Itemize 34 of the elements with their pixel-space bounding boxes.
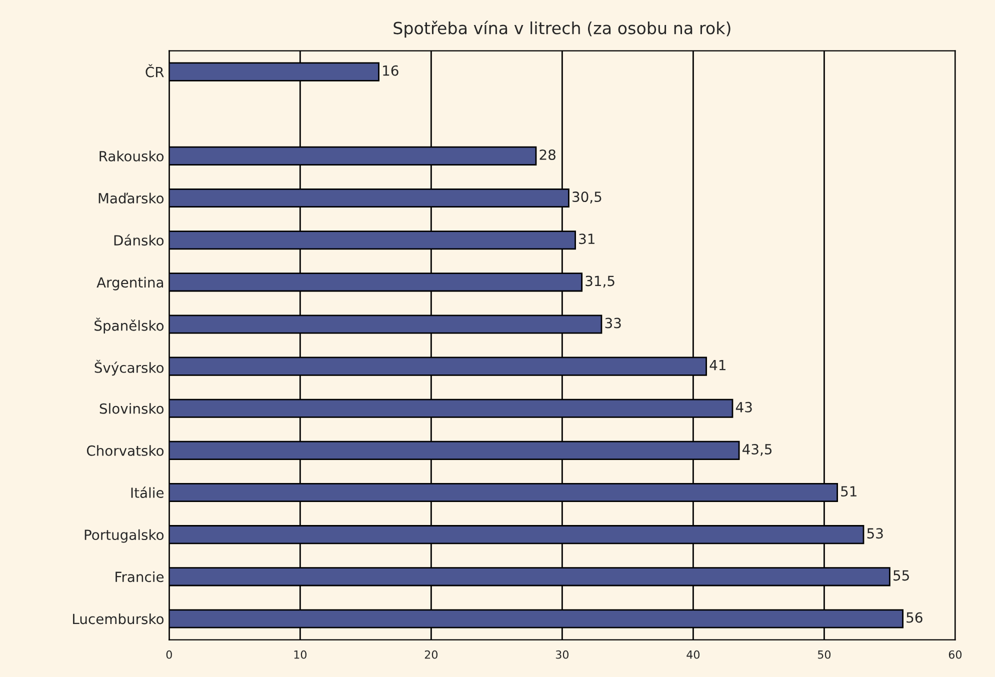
x-tick-label: 0 [166, 650, 172, 659]
data-label: 56 [906, 612, 922, 623]
data-label: 31 [579, 234, 594, 244]
y-tick-label: Argentina [96, 276, 164, 290]
y-tick-label: Švýcarsko [94, 360, 164, 376]
data-label: 43 [736, 402, 752, 412]
y-tick-label: ČR [146, 64, 164, 78]
y-tick-label: Chorvatsko [86, 445, 164, 456]
data-label: 55 [894, 570, 909, 581]
x-tick-label: 20 [424, 650, 438, 659]
y-tick-label: Maďarsko [98, 192, 164, 204]
data-label: 31,5 [586, 276, 614, 288]
y-tick-label: Rakousko [100, 150, 164, 162]
data-label: 30,5 [572, 192, 602, 204]
data-label: 53 [867, 528, 883, 539]
chart-title: Spotřeba vína v litrech (za osobu na rok) [394, 20, 730, 38]
y-tick-label: Španělsko [94, 318, 164, 334]
x-tick-label: 50 [818, 650, 831, 659]
x-tick-label: 10 [294, 650, 306, 659]
data-label: 33 [605, 318, 621, 328]
data-label: 51 [841, 486, 856, 497]
data-label: 16 [383, 65, 398, 76]
y-tick-label: Dánsko [114, 234, 164, 246]
data-label: 28 [540, 149, 556, 160]
data-label: 43,5 [742, 444, 772, 456]
x-tick-label: 40 [686, 650, 700, 659]
data-label: 41 [710, 360, 726, 370]
x-tick-label: 30 [556, 650, 569, 659]
x-tick-label: 60 [948, 650, 962, 659]
y-tick-label: Itálie [131, 486, 164, 498]
y-tick-label: Lucembursko [73, 613, 164, 624]
y-tick-label: Francie [116, 571, 164, 582]
y-tick-label: Slovinsko [100, 403, 164, 414]
y-tick-label: Portugalsko [84, 529, 164, 543]
